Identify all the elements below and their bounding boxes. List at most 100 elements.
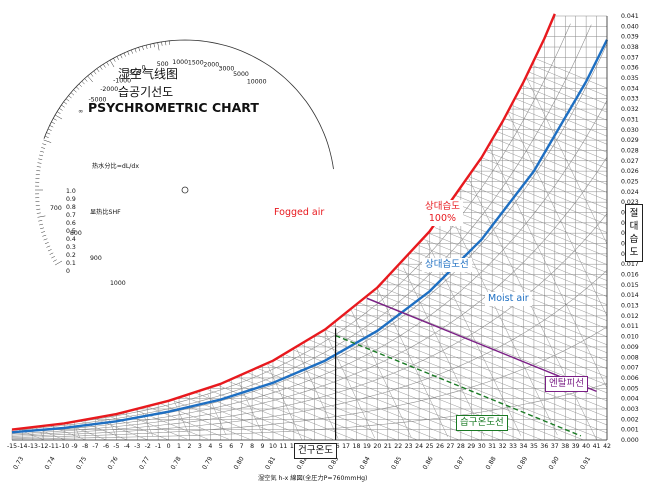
y-tick-label: 0.034 — [621, 85, 639, 92]
protractor-bottom-label: 1000 — [110, 280, 126, 287]
protractor-tick — [93, 70, 97, 75]
relative-humidity-curve — [11, 39, 609, 434]
x-tick-label: -7 — [92, 443, 98, 450]
protractor-left-label: 10000 — [247, 78, 267, 85]
y-tick-label: 0.005 — [621, 385, 639, 392]
protractor-tick — [40, 150, 45, 153]
protractor-bottom-label: 900 — [90, 255, 102, 262]
y-tick-label: 0.007 — [621, 365, 639, 372]
y-tick-label: 0.025 — [621, 178, 639, 185]
protractor-tick — [103, 64, 106, 68]
volume-tick-label: 0.84 — [359, 455, 372, 470]
x-tick-label: 38 — [561, 443, 569, 450]
grid-enthalpy-line — [424, 239, 608, 313]
x-tick-label: -14 — [17, 443, 27, 450]
protractor-tick — [138, 47, 141, 52]
y-tick-label: 0.028 — [621, 147, 639, 154]
grid-enthalpy-line — [332, 324, 608, 434]
y-tick-label: 0.030 — [621, 127, 639, 134]
protractor-tick — [36, 212, 41, 214]
volume-tick-label: 0.76 — [107, 455, 120, 470]
grid-enthalpy-line — [452, 202, 608, 265]
x-tick-label: 29 — [467, 443, 475, 450]
grid-enthalpy-line — [429, 233, 608, 305]
grid-enthalpy-line — [489, 144, 608, 193]
protractor-tick — [84, 78, 88, 82]
protractor-ratio-label: 0 — [66, 268, 70, 275]
x-tick-label: 35 — [530, 443, 538, 450]
grid-enthalpy-line — [147, 406, 229, 440]
x-tick-label: 25 — [426, 443, 434, 450]
grid-volume-line — [507, 112, 608, 317]
grid-enthalpy-line — [536, 58, 608, 89]
x-tick-label: 10 — [269, 443, 277, 450]
grid-enthalpy-line — [437, 220, 608, 289]
volume-tick-label: 0.81 — [264, 455, 277, 470]
grid-enthalpy-line — [473, 170, 608, 225]
x-tick-label: 22 — [394, 443, 402, 450]
x-tick-label: -1 — [155, 443, 161, 450]
protractor-tick — [36, 208, 41, 210]
x-tick-label: 23 — [405, 443, 413, 450]
axes-layer: -15 -14 -13 -12 -11 -10 -9 -8 -7 -6 -5 -4 -3 -2 -1 0 1 2 3… — [7, 13, 639, 482]
protractor-tick — [65, 98, 70, 102]
x-tick-label: 2 — [187, 443, 191, 450]
protractor-ratio-label: 0.5 — [66, 228, 76, 235]
y-tick-label: 0.017 — [621, 261, 639, 268]
grid-enthalpy-line — [340, 319, 608, 426]
series-layer — [11, 13, 609, 440]
protractor-tick — [46, 245, 51, 248]
x-tick-label: -5 — [113, 443, 119, 450]
protractor-tick — [109, 59, 115, 68]
grid-enthalpy-line — [455, 195, 608, 257]
volume-tick-label: 0.85 — [390, 455, 403, 470]
grid-enthalpy-line — [468, 176, 608, 233]
grid-volume-line — [403, 267, 485, 437]
y-tick-label: 0.015 — [621, 282, 639, 289]
y-tick-label: 0.029 — [621, 137, 639, 144]
volume-tick-label: 0.88 — [485, 455, 498, 470]
protractor-left-label: ∞ — [78, 108, 83, 115]
y-tick-label: 0.039 — [621, 34, 639, 41]
protractor-tick — [36, 166, 41, 168]
grid-enthalpy-line — [479, 164, 608, 217]
protractor-left-label: 2000 — [203, 61, 219, 68]
x-tick-label: 31 — [488, 443, 496, 450]
protractor-tick — [68, 95, 72, 99]
protractor-tick — [149, 44, 152, 49]
x-tick-label: 8 — [250, 443, 254, 450]
x-tick-label: 33 — [509, 443, 517, 450]
volume-tick-label: 0.78 — [170, 455, 183, 470]
protractor-tick — [123, 52, 126, 57]
grid-enthalpy-line — [497, 131, 608, 177]
protractor-ratio-label: 0.8 — [66, 204, 76, 211]
y-tick-label: 0.006 — [621, 375, 639, 382]
x-tick-label: 7 — [240, 443, 244, 450]
y-tick-label: 0.024 — [621, 189, 639, 196]
protractor-tick — [81, 81, 85, 85]
x-tick-label: 24 — [415, 443, 423, 450]
absolute-humidity-label: 절 대 습 도 — [625, 204, 643, 262]
x-tick-label: 36 — [540, 443, 548, 450]
protractor-tick — [47, 249, 52, 252]
protractor-tick — [49, 252, 54, 255]
grid-enthalpy-line — [523, 85, 608, 121]
grid-enthalpy-line — [228, 381, 375, 440]
grid-enthalpy-line — [533, 65, 608, 97]
protractor-tick — [41, 231, 46, 233]
fogged-air-label: Fogged air — [271, 206, 328, 220]
protractor-tick — [59, 108, 63, 111]
grid-volume-line — [296, 348, 339, 439]
x-tick-label: 32 — [499, 443, 507, 450]
protractor-ratio-label: 0.1 — [66, 260, 76, 267]
x-tick-label: 27 — [446, 443, 454, 450]
protractor-tick — [131, 49, 133, 54]
grid-enthalpy-line — [465, 183, 608, 241]
y-tick-label: 0.026 — [621, 168, 639, 175]
volume-tick-label: 0.91 — [579, 455, 592, 470]
saturation-curve — [11, 13, 556, 431]
protractor-ratio-label: 0.3 — [66, 244, 76, 251]
rh-line-label: 상대습도선 — [422, 258, 472, 272]
y-tick-label: 0.014 — [621, 292, 639, 299]
x-tick-label: 39 — [572, 443, 580, 450]
